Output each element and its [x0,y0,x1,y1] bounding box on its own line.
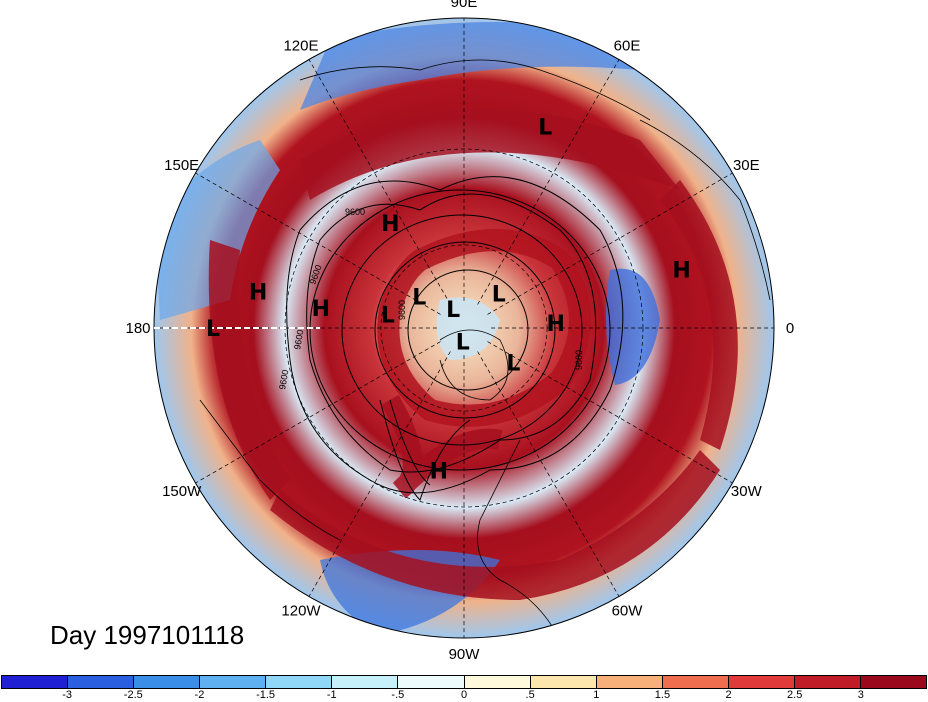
meridian-line [195,341,441,484]
high-pressure-label: H [546,312,564,337]
map-title: Day 1997101118 [50,620,245,650]
colorbar-swatch [464,676,531,688]
low-pressure-label: L [412,286,426,311]
low-pressure-label: L [456,330,470,355]
colorbar-tick-label: -.5 [391,689,405,701]
meridian-line [487,172,733,315]
high-pressure-label: H [249,281,267,306]
colorbar-swatch [68,676,135,688]
colorbar-swatch [2,676,69,688]
colorbar [1,675,927,689]
colorbar-tick-label: -2.5 [123,689,143,701]
ring-red-west [208,240,290,500]
ring-red-north [300,109,680,200]
contour-value-label: 9600 [397,300,407,320]
colorbar-tick-label: 0 [460,689,468,701]
longitude-label: 120W [281,602,321,619]
colorbar-swatch [662,676,729,688]
blue-region-north [300,22,640,110]
contour-value-label: 9600 [345,207,365,217]
colorbar-tick-label: -2 [194,689,205,701]
ring-red-south [270,450,720,600]
colorbar-tick-label: -1 [326,689,337,701]
contour-value-label: 9600 [277,369,290,390]
coastlines [199,59,771,638]
longitude-label: 90W [449,646,481,663]
longitude-label: 0 [786,320,794,337]
longitude-label: 120E [283,38,318,55]
longitude-label: 30W [731,483,763,500]
high-pressure-label: H [312,297,330,322]
colorbar-swatch [530,676,597,688]
inner-blue-center [436,297,500,360]
colorbar-swatch [332,676,399,688]
colorbar-swatch [596,676,663,688]
colorbar-tick-label: 2 [725,689,732,701]
meridian-line [477,59,620,305]
low-pressure-label: L [538,116,552,141]
colorbar-swatch [200,676,267,688]
high-pressure-label: H [672,259,690,284]
longitude-label: 90E [451,0,478,11]
longitude-labels: 90E 60E 30E 0 30W 60W 90W 120W 150W 180 150E 120E [125,0,794,663]
colorbar-swatch [728,676,795,688]
inner-red-ring [377,229,591,427]
longitude-label: 60E [614,38,641,55]
meridian-line [308,351,451,597]
low-pressure-label: L [206,317,220,342]
longitude-label: 150E [164,157,199,174]
high-pressure-label: H [381,212,399,237]
colorbar-tick-label: 1 [593,689,600,701]
colorbar-swatch [134,676,201,688]
colorbar-tick-label: -1.5 [256,689,276,701]
anomaly-field [154,18,774,638]
colorbar-swatch [398,676,465,688]
colorbar-tick-label: 3 [857,689,864,701]
colorbar-tick-label: -3 [62,689,73,701]
low-pressure-label: L [492,282,506,307]
colorbar-swatch [861,676,927,688]
colorbar-tick-label: .5 [525,689,535,701]
colorbar-swatch [266,676,333,688]
meridian-line [308,59,451,305]
longitude-label: 180 [125,320,150,337]
longitude-label: 60W [612,602,644,619]
meridian-line [477,351,620,597]
low-pressure-label: L [506,352,520,377]
inner-red-trough [381,395,503,499]
meridian-line [195,172,441,315]
longitude-label: 150W [162,483,202,500]
contour-value-label: 9600 [574,350,584,370]
meridian-line [487,341,733,484]
ring-red-east [660,180,738,450]
colorbar-tick-label: 2.5 [787,689,803,701]
low-pressure-label: L [446,298,460,323]
latitude-circle [380,244,548,412]
high-pressure-label: H [430,459,448,484]
longitude-label: 30E [733,157,760,174]
low-pressure-label: L [381,304,395,329]
colorbar-swatch [794,676,862,688]
colorbar-tick-label: 1.5 [654,689,671,701]
contour-value-label: 9600 [292,329,305,350]
